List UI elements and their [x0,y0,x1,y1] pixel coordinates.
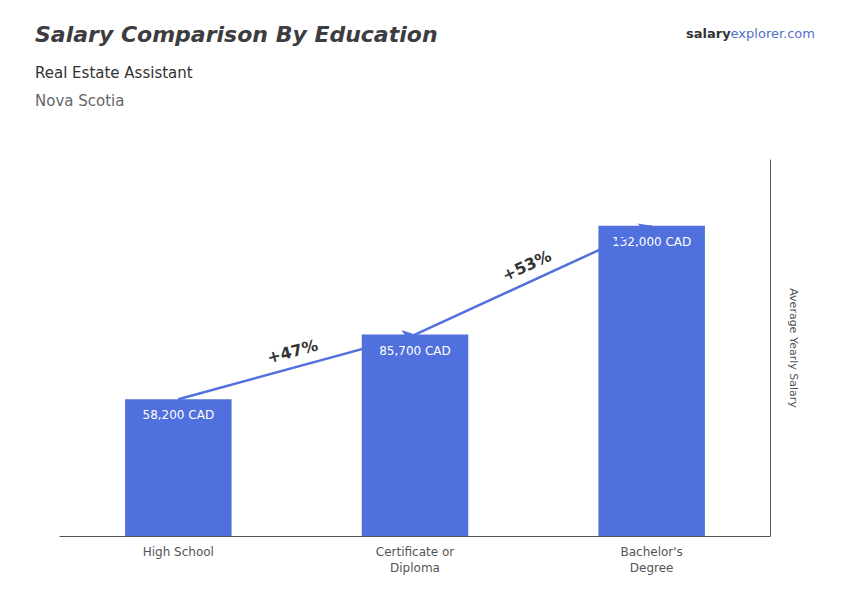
svg-text:Salary Comparison By Education: Salary Comparison By Education [35,22,438,47]
svg-text:Diploma: Diploma [390,561,440,575]
svg-text:Certificate or: Certificate or [376,545,454,559]
svg-text:High School: High School [143,545,214,559]
svg-text:Bachelor's: Bachelor's [620,545,682,559]
svg-text:Average Yearly Salary: Average Yearly Salary [787,288,800,408]
svg-text:explorer.com: explorer.com [731,26,815,41]
svg-text:Nova Scotia: Nova Scotia [35,92,124,110]
svg-text:58,200 CAD: 58,200 CAD [143,408,215,422]
svg-text:+47%: +47% [265,336,320,368]
svg-text:salary: salary [686,26,731,41]
svg-text:Real Estate Assistant: Real Estate Assistant [35,64,193,82]
svg-text:85,700 CAD: 85,700 CAD [379,344,451,358]
svg-text:+53%: +53% [499,246,554,285]
svg-text:132,000 CAD: 132,000 CAD [612,235,691,249]
svg-text:Degree: Degree [630,561,674,575]
